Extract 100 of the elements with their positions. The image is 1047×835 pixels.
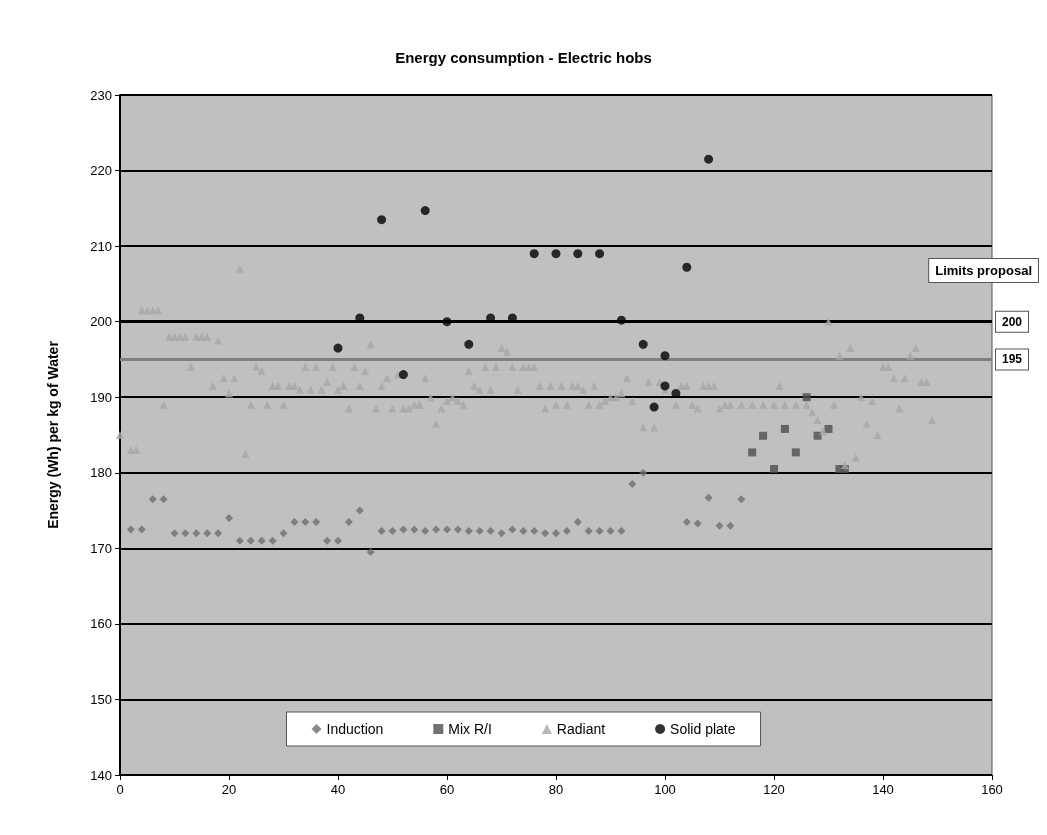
point [388,526,397,535]
point [519,526,528,535]
point [530,526,539,535]
point [759,431,768,440]
point [693,519,702,528]
point [279,529,288,538]
point [737,495,746,504]
point [421,526,430,535]
point [464,526,473,535]
y-tick-label: 230 [90,87,112,103]
point [552,529,560,538]
x-tick-label: 160 [981,782,1003,797]
point [497,529,506,538]
point [475,526,484,535]
point [399,525,408,534]
point [443,525,451,534]
point [464,339,474,349]
point [824,424,833,433]
legend-label: Mix R/I [448,721,492,737]
point [780,424,789,433]
point [508,525,517,534]
point [170,529,179,538]
y-tick-label: 220 [90,163,112,179]
point [595,249,605,259]
point [802,393,811,402]
legend-label: Induction [326,721,384,737]
ref-line-label: 195 [1002,352,1023,367]
point [126,525,135,534]
point [344,517,353,526]
annotation: Limits proposal [935,263,1033,278]
point [606,526,615,535]
point [355,506,364,515]
y-tick-label: 190 [90,389,112,405]
point [410,525,419,534]
y-tick-label: 200 [90,314,112,330]
point [715,521,724,530]
point [442,317,452,327]
point [203,529,212,538]
point [235,536,244,545]
point [617,526,626,535]
legend-label: Radiant [556,721,606,737]
point [573,517,582,526]
point [432,525,441,534]
y-tick-label: 140 [90,767,112,783]
y-axis-title: Energy (Wh) per kg of Water [45,340,61,529]
point [726,521,735,530]
point [148,495,157,504]
x-tick-label: 60 [439,782,455,797]
point [562,526,571,535]
point [682,517,691,526]
point [453,525,462,534]
legend-label: Solid plate [670,721,736,737]
y-tick-label: 150 [90,691,112,707]
point [301,517,310,526]
y-tick-label: 180 [90,465,112,481]
point [639,468,648,477]
y-tick-label: 210 [90,238,112,254]
point [225,514,233,523]
point [704,154,714,164]
point [616,315,626,325]
point [268,536,277,545]
point [791,448,800,457]
y-tick-label: 170 [90,540,112,556]
point [159,495,168,504]
point [649,402,659,412]
point [748,448,757,457]
x-tick-label: 80 [548,782,564,797]
point [312,517,321,526]
point [682,262,692,272]
point [660,381,670,391]
point [628,480,637,489]
point [529,249,539,259]
point [181,529,190,538]
point [366,548,375,557]
point [541,529,550,538]
point [584,526,593,535]
x-tick-label: 40 [330,782,346,797]
point [214,529,223,538]
y-tick-label: 160 [90,616,112,632]
point [420,206,430,216]
point [660,351,670,361]
point [486,526,495,535]
x-tick-label: 0 [116,782,124,797]
point [257,536,266,545]
point [770,465,778,473]
point [551,249,561,259]
point [246,536,255,545]
point [192,529,201,538]
point [290,517,299,526]
point [595,526,604,535]
point [333,343,343,353]
point [573,249,583,259]
point [334,536,342,545]
point [137,525,146,534]
x-tick-label: 120 [763,782,785,797]
chart-title: Energy consumption - Electric hobs [395,49,652,66]
ref-line-label: 200 [1002,314,1023,329]
x-tick-label: 100 [654,782,676,797]
point [704,493,713,502]
point [638,339,648,349]
